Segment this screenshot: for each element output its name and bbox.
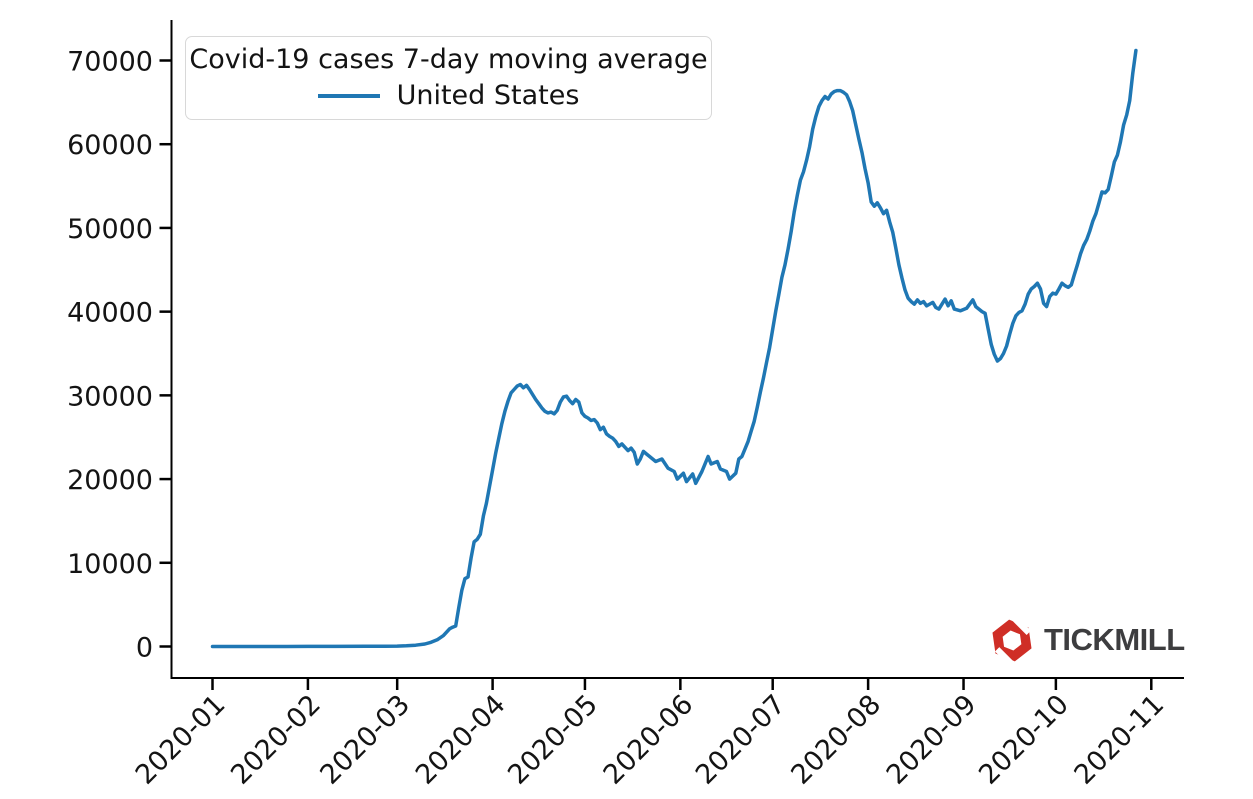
x-tick-label: 2020-11 bbox=[1069, 689, 1171, 791]
y-tick-label: 0 bbox=[136, 633, 153, 664]
x-tick-label: 2020-03 bbox=[314, 689, 416, 791]
x-tick-label: 2020-10 bbox=[973, 689, 1075, 791]
legend-entry: United States bbox=[317, 78, 580, 114]
x-tick-label: 2020-08 bbox=[785, 689, 887, 791]
legend: Covid-19 cases 7-day moving average Unit… bbox=[185, 36, 712, 120]
x-tick-label: 2020-02 bbox=[225, 689, 327, 791]
tickmill-logo: TICKMILL bbox=[991, 617, 1185, 663]
tickmill-hexagon-icon bbox=[992, 617, 1032, 663]
y-tick-label: 40000 bbox=[67, 298, 153, 329]
x-tick-label: 2020-06 bbox=[598, 689, 700, 791]
y-tick-label: 30000 bbox=[67, 381, 153, 412]
x-tick-label: 2020-05 bbox=[502, 689, 604, 791]
data-line-united-states bbox=[210, 48, 1138, 649]
x-tick-label: 2020-07 bbox=[690, 689, 792, 791]
legend-line-swatch bbox=[317, 94, 380, 98]
y-tick-label: 70000 bbox=[67, 47, 153, 78]
legend-series-label: United States bbox=[396, 80, 580, 111]
y-tick-label: 20000 bbox=[67, 465, 153, 496]
y-tick-label: 60000 bbox=[67, 130, 153, 161]
x-tick-label: 2020-01 bbox=[130, 689, 232, 791]
x-tick-label: 2020-09 bbox=[881, 689, 983, 791]
legend-title: Covid-19 cases 7-day moving average bbox=[189, 44, 708, 75]
y-tick-label: 50000 bbox=[67, 214, 153, 245]
x-tick-label: 2020-04 bbox=[410, 689, 512, 791]
y-tick-label: 10000 bbox=[67, 549, 153, 580]
tickmill-wordmark: TICKMILL bbox=[1044, 622, 1185, 657]
